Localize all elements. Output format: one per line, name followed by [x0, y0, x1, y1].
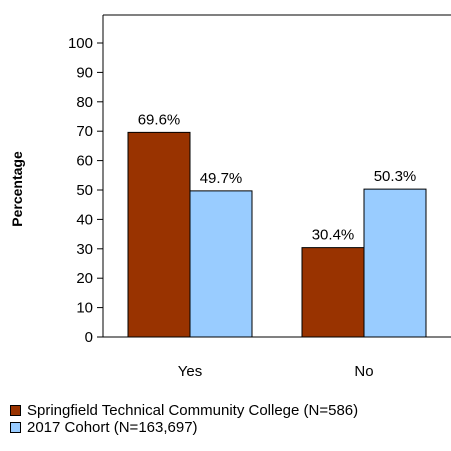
data-label-yes-series-2: 49.7% — [200, 170, 243, 187]
bar-no-series-1 — [301, 247, 365, 338]
bar-yes-series-1 — [127, 131, 191, 338]
y-tick-label: 70 — [76, 123, 93, 140]
bar-no-series-2 — [363, 188, 427, 338]
y-tick-label: 100 — [68, 35, 93, 52]
legend: Springfield Technical Community College … — [10, 402, 358, 436]
y-tick-label: 20 — [76, 270, 93, 287]
x-category-label-yes: Yes — [178, 363, 202, 380]
bar-yes-series-2 — [189, 190, 253, 338]
legend-item-series-1: Springfield Technical Community College … — [10, 402, 358, 419]
y-tick-label: 40 — [76, 211, 93, 228]
y-axis-label: Percentage — [9, 151, 25, 227]
legend-item-series-2: 2017 Cohort (N=163,697) — [10, 419, 358, 436]
data-label-no-series-2: 50.3% — [374, 168, 417, 185]
data-label-yes-series-1: 69.6% — [138, 111, 181, 128]
legend-label-series-1: Springfield Technical Community College … — [27, 402, 359, 419]
legend-swatch-series-2 — [10, 422, 21, 433]
data-label-no-series-1: 30.4% — [312, 227, 355, 244]
legend-swatch-series-1 — [10, 405, 21, 416]
y-tick-label: 0 — [85, 329, 93, 346]
legend-label-series-2: 2017 Cohort (N=163,697) — [27, 419, 198, 436]
y-tick-label: 30 — [76, 241, 93, 258]
y-tick-label: 90 — [76, 64, 93, 81]
y-tick-label: 50 — [76, 182, 93, 199]
y-tick-label: 60 — [76, 153, 93, 170]
y-tick-label: 10 — [76, 300, 93, 317]
x-category-label-no: No — [354, 363, 373, 380]
y-tick-label: 80 — [76, 94, 93, 111]
